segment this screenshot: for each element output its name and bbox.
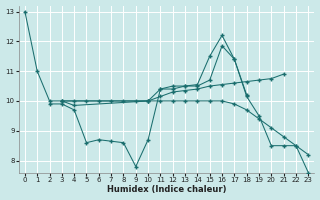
X-axis label: Humidex (Indice chaleur): Humidex (Indice chaleur): [107, 185, 226, 194]
